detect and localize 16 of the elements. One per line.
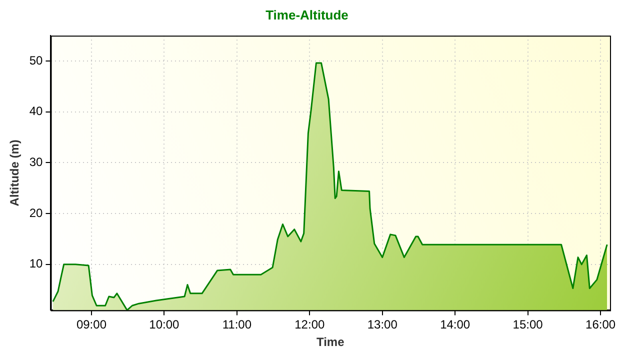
x-tick-label: 16:00 xyxy=(586,318,616,332)
y-tick-label: 10 xyxy=(29,256,44,271)
x-tick-label: 13:00 xyxy=(367,318,398,332)
x-tick-label: 15:00 xyxy=(512,318,544,332)
chart-title: Time-Altitude xyxy=(266,7,348,22)
y-tick-label: 30 xyxy=(29,155,44,170)
y-tick-label: 20 xyxy=(29,206,44,220)
x-tick-label: 09:00 xyxy=(76,318,107,332)
x-tick-label: 12:00 xyxy=(294,318,325,332)
y-tick-label: 40 xyxy=(29,104,44,118)
x-tick-label: 11:00 xyxy=(222,318,252,332)
y-tick-label: 50 xyxy=(29,53,44,68)
x-axis-title: Time xyxy=(316,335,345,350)
x-tick-label: 10:00 xyxy=(149,318,180,332)
x-tick-label: 14:00 xyxy=(440,318,470,332)
y-axis-title: Altitude (m) xyxy=(8,140,22,206)
